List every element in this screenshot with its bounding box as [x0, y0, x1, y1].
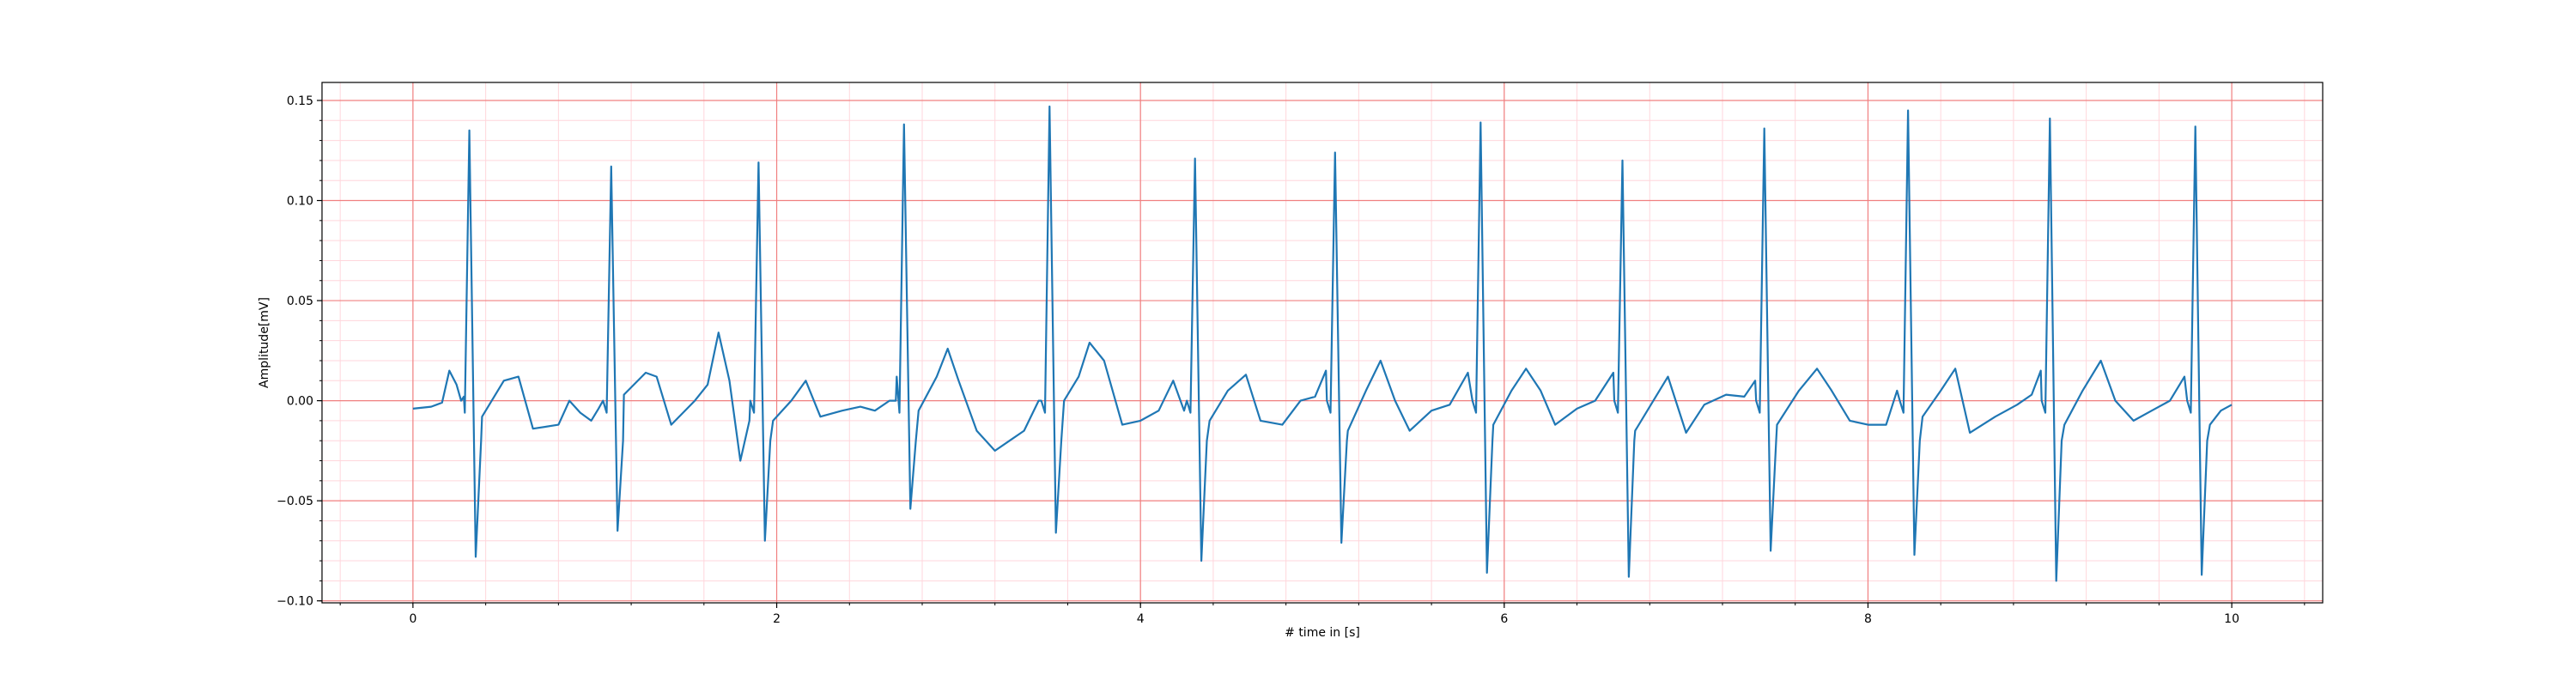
plot-background [322, 82, 2323, 603]
x-tick-label: 0 [409, 612, 416, 626]
y-tick-label: 0.10 [287, 195, 313, 209]
y-tick-label: −0.10 [276, 595, 313, 609]
x-tick-label: 4 [1137, 612, 1145, 626]
x-axis-label: # time in [s] [1285, 626, 1360, 640]
plot-area [321, 82, 2324, 604]
major-grid [322, 82, 2323, 603]
x-tick-label: 8 [1864, 612, 1872, 626]
y-tick-label: 0.15 [287, 94, 313, 108]
plot-frame [321, 82, 2324, 604]
x-axis: 0 2 4 6 8 10 [339, 603, 2306, 626]
x-tick-label: 10 [2224, 612, 2239, 626]
y-axis-label: Amplitude[mV] [258, 297, 271, 388]
ecg-trace-line [412, 105, 2233, 582]
x-tick-label: 6 [1500, 612, 1508, 626]
series-layer [412, 105, 2233, 582]
y-tick-label: 0.05 [287, 295, 313, 308]
y-axis: −0.10 −0.05 0.00 0.05 0.10 0.15 [276, 94, 322, 609]
y-tick-label: 0.00 [287, 395, 313, 409]
y-tick-label: −0.05 [276, 495, 313, 508]
x-tick-label: 2 [773, 612, 781, 626]
